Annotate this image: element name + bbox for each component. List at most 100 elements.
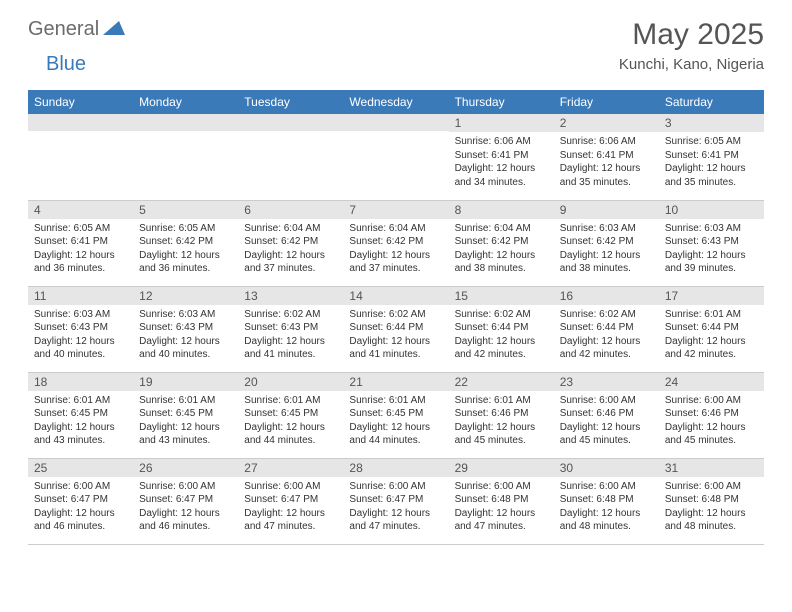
calendar-day-cell: 29Sunrise: 6:00 AMSunset: 6:48 PMDayligh… xyxy=(449,458,554,544)
day-number: 9 xyxy=(554,201,659,219)
day-number: 10 xyxy=(659,201,764,219)
day-number: 31 xyxy=(659,459,764,477)
calendar-day-cell xyxy=(343,114,448,200)
sunset-text: Sunset: 6:48 PM xyxy=(455,493,548,507)
sunrise-text: Sunrise: 6:05 AM xyxy=(139,222,232,236)
daylight-text: Daylight: 12 hours and 43 minutes. xyxy=(139,421,232,448)
calendar-week-row: 1Sunrise: 6:06 AMSunset: 6:41 PMDaylight… xyxy=(28,114,764,200)
daylight-text: Daylight: 12 hours and 36 minutes. xyxy=(34,249,127,276)
day-number: 27 xyxy=(238,459,343,477)
calendar-table: Sunday Monday Tuesday Wednesday Thursday… xyxy=(28,90,764,545)
day-number: 19 xyxy=(133,373,238,391)
daylight-text: Daylight: 12 hours and 39 minutes. xyxy=(665,249,758,276)
day-number: 15 xyxy=(449,287,554,305)
sunrise-text: Sunrise: 6:04 AM xyxy=(455,222,548,236)
day-details: Sunrise: 6:04 AMSunset: 6:42 PMDaylight:… xyxy=(449,219,554,280)
sunset-text: Sunset: 6:47 PM xyxy=(139,493,232,507)
sunset-text: Sunset: 6:42 PM xyxy=(349,235,442,249)
calendar-day-cell: 12Sunrise: 6:03 AMSunset: 6:43 PMDayligh… xyxy=(133,286,238,372)
day-details: Sunrise: 6:02 AMSunset: 6:44 PMDaylight:… xyxy=(449,305,554,366)
daylight-text: Daylight: 12 hours and 45 minutes. xyxy=(665,421,758,448)
day-number: 11 xyxy=(28,287,133,305)
daylight-text: Daylight: 12 hours and 45 minutes. xyxy=(560,421,653,448)
sunrise-text: Sunrise: 6:06 AM xyxy=(560,135,653,149)
day-details: Sunrise: 6:00 AMSunset: 6:48 PMDaylight:… xyxy=(659,477,764,538)
day-details: Sunrise: 6:01 AMSunset: 6:45 PMDaylight:… xyxy=(343,391,448,452)
day-details xyxy=(28,131,133,137)
calendar-day-cell: 17Sunrise: 6:01 AMSunset: 6:44 PMDayligh… xyxy=(659,286,764,372)
sunrise-text: Sunrise: 6:02 AM xyxy=(560,308,653,322)
day-details: Sunrise: 6:00 AMSunset: 6:46 PMDaylight:… xyxy=(659,391,764,452)
calendar-day-cell: 14Sunrise: 6:02 AMSunset: 6:44 PMDayligh… xyxy=(343,286,448,372)
sunset-text: Sunset: 6:48 PM xyxy=(665,493,758,507)
daylight-text: Daylight: 12 hours and 35 minutes. xyxy=(665,162,758,189)
calendar-day-cell: 11Sunrise: 6:03 AMSunset: 6:43 PMDayligh… xyxy=(28,286,133,372)
daylight-text: Daylight: 12 hours and 34 minutes. xyxy=(455,162,548,189)
sunrise-text: Sunrise: 6:01 AM xyxy=(139,394,232,408)
sunset-text: Sunset: 6:46 PM xyxy=(665,407,758,421)
calendar-day-cell: 26Sunrise: 6:00 AMSunset: 6:47 PMDayligh… xyxy=(133,458,238,544)
sunrise-text: Sunrise: 6:03 AM xyxy=(34,308,127,322)
sunrise-text: Sunrise: 6:00 AM xyxy=(349,480,442,494)
daylight-text: Daylight: 12 hours and 46 minutes. xyxy=(139,507,232,534)
sunset-text: Sunset: 6:43 PM xyxy=(665,235,758,249)
day-number: 3 xyxy=(659,114,764,132)
day-number: 24 xyxy=(659,373,764,391)
sunset-text: Sunset: 6:46 PM xyxy=(560,407,653,421)
calendar-day-cell: 5Sunrise: 6:05 AMSunset: 6:42 PMDaylight… xyxy=(133,200,238,286)
daylight-text: Daylight: 12 hours and 45 minutes. xyxy=(455,421,548,448)
sunset-text: Sunset: 6:45 PM xyxy=(244,407,337,421)
calendar-day-cell: 16Sunrise: 6:02 AMSunset: 6:44 PMDayligh… xyxy=(554,286,659,372)
daylight-text: Daylight: 12 hours and 41 minutes. xyxy=(349,335,442,362)
day-details: Sunrise: 6:05 AMSunset: 6:41 PMDaylight:… xyxy=(28,219,133,280)
calendar-day-cell: 28Sunrise: 6:00 AMSunset: 6:47 PMDayligh… xyxy=(343,458,448,544)
day-details: Sunrise: 6:00 AMSunset: 6:47 PMDaylight:… xyxy=(238,477,343,538)
day-details: Sunrise: 6:00 AMSunset: 6:48 PMDaylight:… xyxy=(449,477,554,538)
day-number: 6 xyxy=(238,201,343,219)
day-details: Sunrise: 6:02 AMSunset: 6:44 PMDaylight:… xyxy=(343,305,448,366)
daylight-text: Daylight: 12 hours and 40 minutes. xyxy=(34,335,127,362)
sunrise-text: Sunrise: 6:00 AM xyxy=(560,480,653,494)
daylight-text: Daylight: 12 hours and 48 minutes. xyxy=(560,507,653,534)
day-number: 20 xyxy=(238,373,343,391)
sunrise-text: Sunrise: 6:01 AM xyxy=(455,394,548,408)
sunset-text: Sunset: 6:42 PM xyxy=(455,235,548,249)
day-number: 2 xyxy=(554,114,659,132)
sunrise-text: Sunrise: 6:05 AM xyxy=(34,222,127,236)
calendar-body: 1Sunrise: 6:06 AMSunset: 6:41 PMDaylight… xyxy=(28,114,764,544)
sunset-text: Sunset: 6:43 PM xyxy=(139,321,232,335)
sunrise-text: Sunrise: 6:03 AM xyxy=(560,222,653,236)
sunset-text: Sunset: 6:44 PM xyxy=(349,321,442,335)
day-details: Sunrise: 6:04 AMSunset: 6:42 PMDaylight:… xyxy=(238,219,343,280)
day-number: 4 xyxy=(28,201,133,219)
calendar-day-cell: 3Sunrise: 6:05 AMSunset: 6:41 PMDaylight… xyxy=(659,114,764,200)
month-title: May 2025 xyxy=(619,18,764,52)
calendar-day-cell: 9Sunrise: 6:03 AMSunset: 6:42 PMDaylight… xyxy=(554,200,659,286)
day-number: 22 xyxy=(449,373,554,391)
daylight-text: Daylight: 12 hours and 41 minutes. xyxy=(244,335,337,362)
sunrise-text: Sunrise: 6:00 AM xyxy=(139,480,232,494)
day-details: Sunrise: 6:03 AMSunset: 6:42 PMDaylight:… xyxy=(554,219,659,280)
sunset-text: Sunset: 6:43 PM xyxy=(244,321,337,335)
weekday-header: Monday xyxy=(133,90,238,114)
sunrise-text: Sunrise: 6:00 AM xyxy=(560,394,653,408)
day-number: 23 xyxy=(554,373,659,391)
sunrise-text: Sunrise: 6:00 AM xyxy=(244,480,337,494)
day-number: 28 xyxy=(343,459,448,477)
logo: General xyxy=(28,18,127,41)
weekday-header: Sunday xyxy=(28,90,133,114)
day-details: Sunrise: 6:01 AMSunset: 6:45 PMDaylight:… xyxy=(238,391,343,452)
sunrise-text: Sunrise: 6:01 AM xyxy=(349,394,442,408)
calendar-day-cell: 15Sunrise: 6:02 AMSunset: 6:44 PMDayligh… xyxy=(449,286,554,372)
day-number xyxy=(28,114,133,131)
weekday-header: Wednesday xyxy=(343,90,448,114)
day-number: 14 xyxy=(343,287,448,305)
calendar-day-cell: 24Sunrise: 6:00 AMSunset: 6:46 PMDayligh… xyxy=(659,372,764,458)
calendar-day-cell: 18Sunrise: 6:01 AMSunset: 6:45 PMDayligh… xyxy=(28,372,133,458)
calendar-day-cell: 1Sunrise: 6:06 AMSunset: 6:41 PMDaylight… xyxy=(449,114,554,200)
daylight-text: Daylight: 12 hours and 44 minutes. xyxy=(244,421,337,448)
day-details: Sunrise: 6:03 AMSunset: 6:43 PMDaylight:… xyxy=(28,305,133,366)
calendar-day-cell: 27Sunrise: 6:00 AMSunset: 6:47 PMDayligh… xyxy=(238,458,343,544)
calendar-day-cell xyxy=(238,114,343,200)
calendar-day-cell: 31Sunrise: 6:00 AMSunset: 6:48 PMDayligh… xyxy=(659,458,764,544)
